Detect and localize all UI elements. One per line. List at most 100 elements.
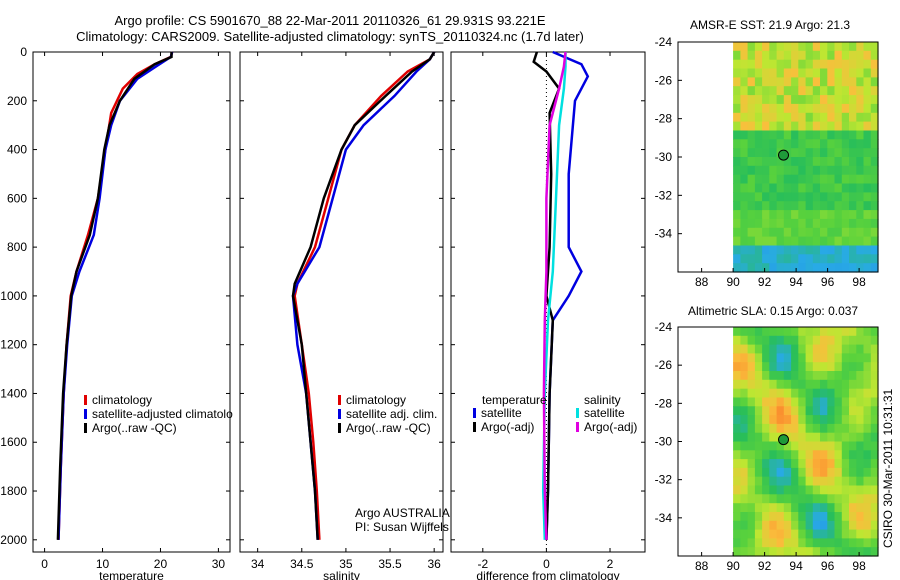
sst_map-cell xyxy=(754,112,763,123)
sst_map-cell xyxy=(776,86,785,96)
sla_map-cell xyxy=(776,441,785,451)
sst_map-cell xyxy=(769,263,778,273)
temperature-plot-frame xyxy=(32,51,231,553)
sla_map-cell xyxy=(769,353,778,363)
sla_map-cell xyxy=(733,459,741,469)
sst_map-cell xyxy=(849,210,857,220)
sla_map-cell xyxy=(834,327,843,337)
sst_map-cell xyxy=(820,183,828,193)
sla_map-cell xyxy=(812,467,821,478)
sla_map-cell xyxy=(762,494,770,504)
sla_map-cell xyxy=(783,459,792,469)
sst_map-cell xyxy=(827,112,836,123)
sla_map-cell xyxy=(827,406,836,416)
sla_map-cell xyxy=(805,397,814,407)
sst_map-cell xyxy=(754,157,763,167)
sst_map-cell xyxy=(776,139,785,149)
sst_map-cell xyxy=(841,192,850,202)
sst_map-cell xyxy=(754,263,763,273)
sst_map-cell xyxy=(783,95,792,105)
sla_map-cell xyxy=(747,547,756,557)
sst_map-cell xyxy=(827,95,836,105)
sla_map-cell xyxy=(762,529,770,539)
sla_map-cell xyxy=(820,432,828,443)
sla_map-cell xyxy=(870,371,879,381)
sla_map-cell xyxy=(834,485,843,495)
sst_map-cell xyxy=(841,245,850,255)
temperature-ytick-label: 600 xyxy=(7,191,27,205)
sla_map-cell xyxy=(791,459,799,469)
sla_map-cell xyxy=(798,362,807,372)
sst_map-cell xyxy=(791,42,799,52)
sst_map-cell xyxy=(769,139,778,149)
sla_map-cell xyxy=(747,538,756,548)
sst_map-cell xyxy=(769,95,778,105)
sst_map-cell xyxy=(798,165,807,176)
sst_map-cell xyxy=(841,95,850,105)
sst_map-cell xyxy=(834,103,843,114)
sst_map-cell xyxy=(820,95,828,105)
sla_map-cell xyxy=(841,494,850,504)
sst_map-cell xyxy=(762,157,770,167)
sla_map-xtick-label: 96 xyxy=(821,559,835,573)
sst_map-cell xyxy=(856,77,865,87)
sst_map-cell xyxy=(849,236,857,246)
sst_map-cell xyxy=(870,42,879,52)
sst_map-ytick-label: -34 xyxy=(655,227,673,241)
sst_map-cell xyxy=(841,103,850,114)
difference-series-line xyxy=(542,51,567,540)
sla_map-cell xyxy=(805,353,814,363)
sla_map-cell xyxy=(791,529,799,539)
sla_map-cell xyxy=(776,503,785,513)
sla_map-cell xyxy=(856,406,865,416)
sst_map-cell xyxy=(849,50,857,61)
sla_map-cell xyxy=(769,344,778,354)
sla_map-cell xyxy=(762,547,770,557)
sla_map-ytick-label: -32 xyxy=(655,473,673,487)
sla_map-cell xyxy=(841,459,850,469)
sst_map-cell xyxy=(856,50,865,61)
sla_map-cell xyxy=(798,547,807,557)
sla_map-cell xyxy=(856,538,865,548)
salinity-xtick-label: 36 xyxy=(427,557,441,571)
sst_map-cell xyxy=(762,103,770,114)
sst_map-cell xyxy=(769,103,778,114)
sst_map-cell xyxy=(812,121,821,131)
sst_map-cell xyxy=(834,192,843,202)
sla_map-cell xyxy=(820,379,828,390)
sla_map-cell xyxy=(747,494,756,504)
sla_map-cell xyxy=(827,450,836,460)
sla_map-cell xyxy=(870,512,879,522)
sla_map-cell xyxy=(733,353,741,363)
sla_map-cell xyxy=(827,467,836,478)
sst_map-cell xyxy=(740,148,749,158)
sla_map-cell xyxy=(863,397,872,407)
sst_map-cell xyxy=(812,254,821,264)
sla_map-cell xyxy=(863,467,872,478)
sla_map-cell xyxy=(754,450,763,460)
sla_map-cell xyxy=(769,485,778,495)
sst_map-cell xyxy=(870,227,879,238)
sst_map-cell xyxy=(783,50,792,61)
sla_map-cell xyxy=(776,520,785,531)
sla_map-cell xyxy=(783,397,792,407)
sla_map-cell xyxy=(805,547,814,557)
difference-legend-label: satellite xyxy=(584,406,625,420)
difference-xtick-label: -2 xyxy=(477,557,488,571)
sst_map-cell xyxy=(791,103,799,114)
temperature-legend-swatch xyxy=(84,423,87,433)
sla_map-cell xyxy=(747,379,756,390)
sla_map-cell xyxy=(769,476,778,487)
sst_map-cell xyxy=(856,183,865,193)
sst_map-cell xyxy=(812,210,821,220)
sla_map-cell xyxy=(841,327,850,337)
sla_map-cell xyxy=(791,494,799,504)
sst_map-cell xyxy=(776,227,785,238)
sla_map-cell xyxy=(733,379,741,390)
sst_map-xtick-label: 98 xyxy=(852,275,866,289)
sst_map-cell xyxy=(762,68,770,78)
sla_map-cell xyxy=(849,327,857,337)
sst_map-cell xyxy=(805,77,814,87)
sla_map-cell xyxy=(754,415,763,425)
sst_map-cell xyxy=(812,192,821,202)
